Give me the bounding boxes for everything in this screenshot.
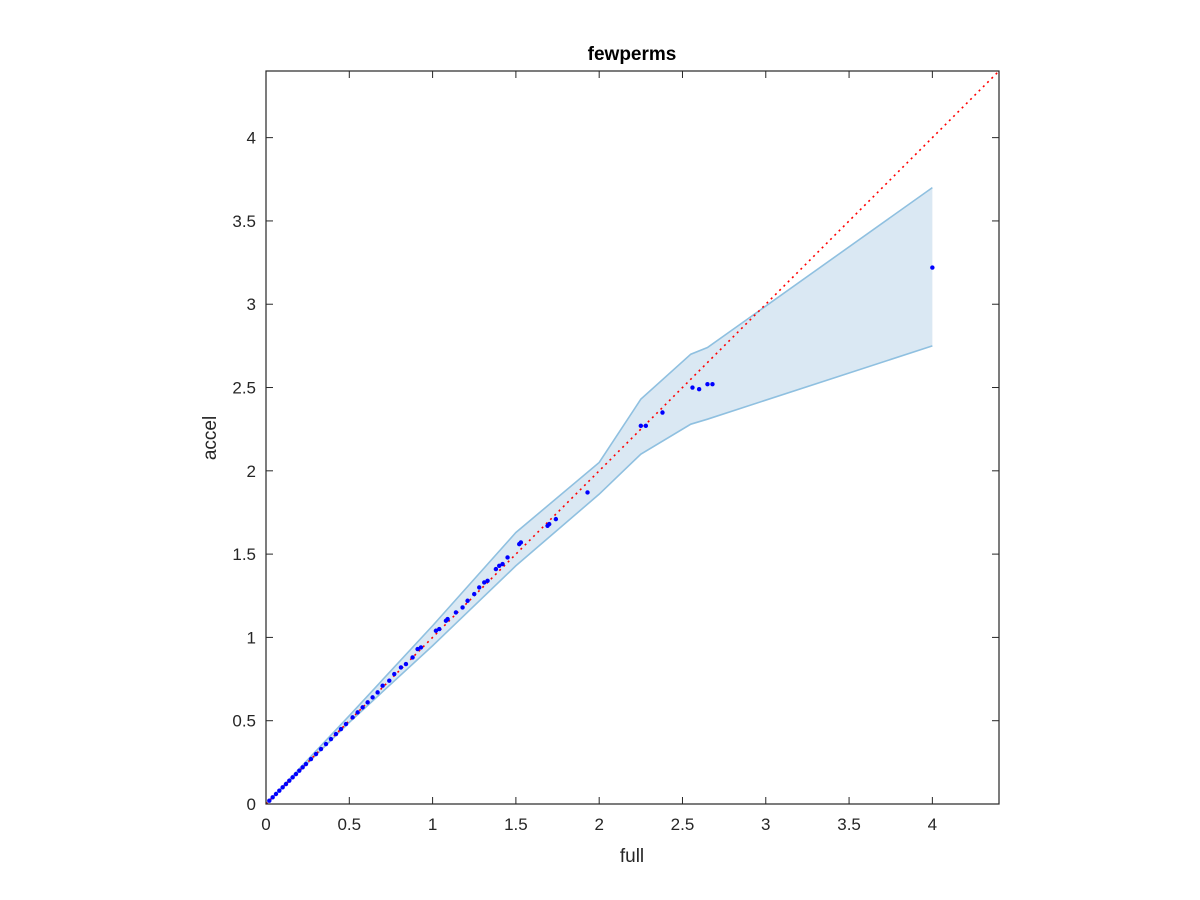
data-point [437, 626, 442, 632]
data-point [696, 386, 702, 392]
data-point [482, 580, 487, 585]
y-tick-label: 3 [247, 295, 256, 314]
x-tick-label: 2 [594, 815, 603, 834]
y-tick-label: 1.5 [232, 545, 256, 564]
data-point [387, 678, 392, 683]
data-point [705, 381, 710, 387]
data-point [280, 785, 285, 790]
x-tick-label: 3 [761, 815, 770, 834]
data-point [497, 563, 502, 568]
x-tick-label: 1.5 [504, 815, 528, 834]
data-point [398, 665, 404, 670]
data-point [323, 741, 329, 747]
data-point [303, 761, 309, 767]
data-point [710, 381, 715, 387]
y-tick-label: 3.5 [232, 212, 256, 231]
y-tick-label: 2 [247, 462, 256, 481]
y-axis-label: accel [200, 416, 221, 460]
data-point [313, 751, 319, 757]
y-tick-label: 1 [247, 628, 256, 647]
data-point [328, 736, 334, 742]
data-point [690, 385, 695, 390]
data-point [333, 731, 339, 737]
data-point [453, 610, 459, 615]
band-lower-edge [265, 345, 933, 805]
data-point [283, 781, 289, 787]
plot-area: 0 0.5 1 1.5 2 2.5 3 3.5 4 0 0.5 1 1.5 2 2.5 3 3.5 4 [232, 70, 1000, 834]
data-point [472, 591, 477, 597]
data-point [273, 791, 279, 797]
data-point [270, 795, 275, 800]
x-tick-label: 1 [428, 815, 437, 834]
data-point [365, 700, 370, 705]
data-point [297, 768, 302, 773]
data-point [380, 683, 385, 688]
data-point [460, 605, 465, 610]
data-point [318, 746, 324, 752]
data-point [293, 771, 299, 777]
x-axis-label: full [620, 846, 644, 867]
data-point [287, 778, 292, 783]
data-point [343, 721, 349, 727]
data-point [338, 726, 344, 732]
chart-title: fewperms [588, 44, 677, 65]
confidence-band [266, 187, 933, 804]
data-point [370, 695, 375, 700]
data-point [518, 540, 524, 545]
data-point [308, 756, 314, 762]
data-point [445, 616, 450, 622]
data-point [415, 646, 420, 652]
data-point [477, 585, 482, 590]
data-point [350, 715, 355, 720]
data-point [553, 516, 559, 522]
data-point [493, 566, 499, 572]
data-point [410, 655, 415, 660]
data-point [375, 690, 380, 695]
y-tick-label: 0.5 [232, 712, 256, 731]
y-tick-label: 4 [247, 129, 256, 148]
data-point [433, 628, 439, 633]
data-point [660, 410, 665, 415]
data-point [505, 555, 510, 560]
data-point [300, 765, 305, 770]
data-point [360, 705, 365, 710]
x-tick-label: 0.5 [337, 815, 361, 834]
data-point [930, 265, 935, 270]
x-tick-label: 2.5 [671, 815, 695, 834]
x-tick-label: 0 [261, 815, 270, 834]
data-point [500, 561, 505, 567]
data-point [418, 645, 424, 650]
data-point [392, 671, 397, 677]
y-tick-label: 0 [247, 795, 256, 814]
data-point [585, 490, 590, 495]
data-point [403, 661, 409, 667]
data-point [547, 521, 552, 527]
data-point [277, 788, 282, 793]
x-tick-label: 4 [928, 815, 937, 834]
y-tick-label: 2.5 [232, 379, 256, 398]
band-upper-edge [265, 186, 933, 805]
data-point [485, 578, 490, 583]
axes-box [265, 70, 1000, 805]
data-point [643, 423, 649, 429]
x-tick-label: 3.5 [837, 815, 861, 834]
data-point [355, 710, 360, 715]
data-point [465, 598, 470, 603]
data-point [290, 775, 295, 780]
data-point [267, 798, 272, 803]
data-point [638, 423, 644, 429]
